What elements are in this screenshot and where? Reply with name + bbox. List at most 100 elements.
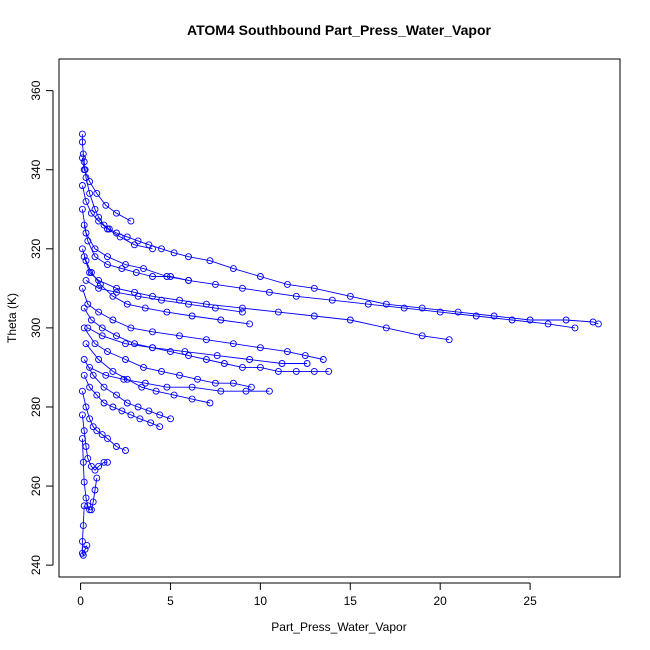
data-point	[265, 288, 273, 296]
data-point	[78, 154, 86, 162]
series-line	[83, 256, 450, 341]
series-line	[83, 359, 171, 420]
data-point	[131, 241, 138, 249]
data-point	[122, 340, 129, 348]
data-point	[149, 245, 156, 253]
data-point	[93, 427, 101, 435]
series-line	[83, 327, 252, 388]
data-point	[303, 360, 311, 367]
y-tick-label: 320	[29, 238, 43, 258]
data-point	[185, 253, 192, 261]
data-point	[123, 233, 131, 241]
data-point	[242, 387, 250, 395]
series-10	[78, 387, 129, 454]
data-point	[292, 367, 300, 375]
series-20	[78, 245, 254, 328]
series-line	[81, 414, 108, 471]
data-point	[364, 300, 372, 308]
data-point	[256, 363, 264, 371]
chart-title: ATOM4 Southbound Part_Press_Water_Vapor	[187, 22, 491, 38]
data-point	[91, 466, 99, 474]
series-6	[80, 324, 255, 391]
data-point	[217, 316, 225, 324]
data-point	[158, 245, 165, 253]
data-point	[194, 375, 201, 383]
y-tick-label: 280	[29, 397, 43, 417]
data-point	[91, 340, 99, 348]
data-point	[78, 284, 86, 292]
data-point	[141, 304, 149, 312]
series-3	[80, 253, 453, 344]
data-point	[319, 356, 327, 363]
x-tick-label: 15	[344, 594, 358, 608]
data-point	[104, 435, 111, 443]
data-point	[382, 324, 390, 332]
series-4	[78, 284, 327, 363]
data-point	[104, 348, 111, 356]
data-point	[96, 280, 104, 288]
data-point	[211, 379, 219, 387]
data-point	[167, 415, 174, 423]
data-point	[80, 166, 88, 174]
data-point	[104, 253, 111, 261]
data-point	[278, 360, 286, 367]
data-point	[301, 352, 309, 360]
y-tick-label: 340	[29, 159, 43, 179]
data-point	[163, 383, 171, 391]
data-point	[84, 324, 92, 332]
data-point	[98, 431, 106, 439]
data-point	[89, 423, 97, 431]
y-tick-label: 240	[29, 555, 43, 575]
data-point	[134, 292, 142, 300]
data-point	[346, 316, 354, 324]
data-point	[87, 209, 95, 217]
y-tick-label: 260	[29, 476, 43, 496]
data-point	[93, 391, 101, 399]
data-point	[100, 458, 108, 466]
data-point	[176, 332, 183, 340]
data-point	[256, 344, 264, 352]
data-point	[102, 201, 110, 209]
data-point	[93, 474, 101, 482]
plot-frame	[58, 58, 621, 578]
series-19	[86, 363, 273, 395]
data-point	[91, 205, 99, 213]
data-point	[132, 269, 140, 276]
data-point	[346, 292, 354, 300]
data-point	[149, 344, 156, 352]
data-point	[149, 292, 156, 300]
data-point	[188, 383, 196, 391]
series-17	[80, 221, 192, 284]
series-line	[85, 343, 211, 404]
data-point	[202, 356, 210, 363]
data-point	[118, 407, 126, 415]
series-line	[83, 225, 189, 281]
series-9	[80, 371, 164, 431]
data-point	[86, 178, 94, 186]
data-point	[100, 221, 108, 229]
data-point	[274, 308, 282, 316]
data-point	[86, 189, 94, 197]
data-point	[256, 273, 264, 280]
data-point	[82, 494, 90, 502]
data-point	[571, 324, 579, 332]
data-point	[118, 265, 126, 273]
data-point	[80, 221, 88, 229]
data-point	[78, 245, 86, 253]
data-point	[105, 225, 113, 233]
data-point	[229, 265, 237, 273]
data-point	[78, 435, 86, 443]
x-tick-label: 20	[434, 594, 448, 608]
series-line	[81, 248, 250, 325]
data-point	[86, 415, 94, 423]
data-point	[185, 300, 192, 308]
data-point	[436, 308, 444, 316]
data-point	[149, 273, 156, 280]
data-point	[100, 383, 108, 391]
data-point	[84, 454, 92, 462]
data-point	[544, 320, 552, 328]
data-point	[418, 332, 426, 340]
